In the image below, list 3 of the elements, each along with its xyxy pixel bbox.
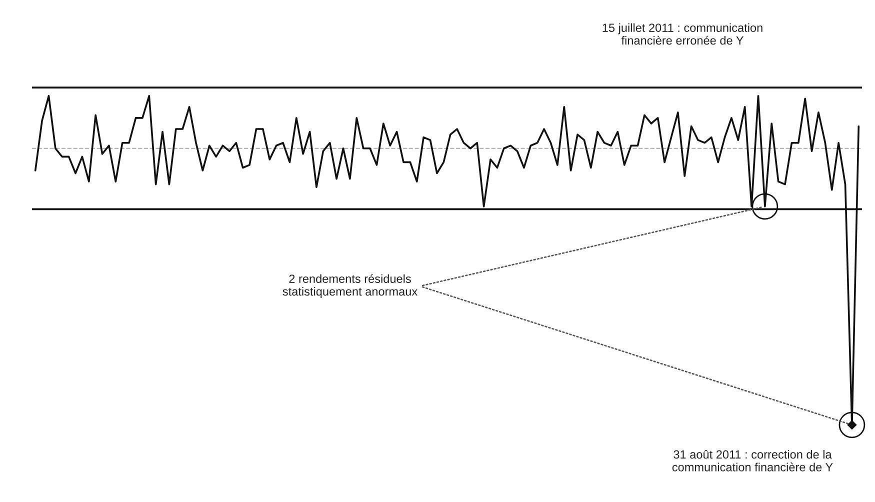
text: 31 août 2011 : correction de la communication financière de Y — [672, 450, 833, 472]
text: 15 juillet 2011 : communication financière erronée de Y — [602, 23, 762, 45]
annotation: 2 rendements résiduels statistiquement anormaux — [282, 274, 418, 298]
